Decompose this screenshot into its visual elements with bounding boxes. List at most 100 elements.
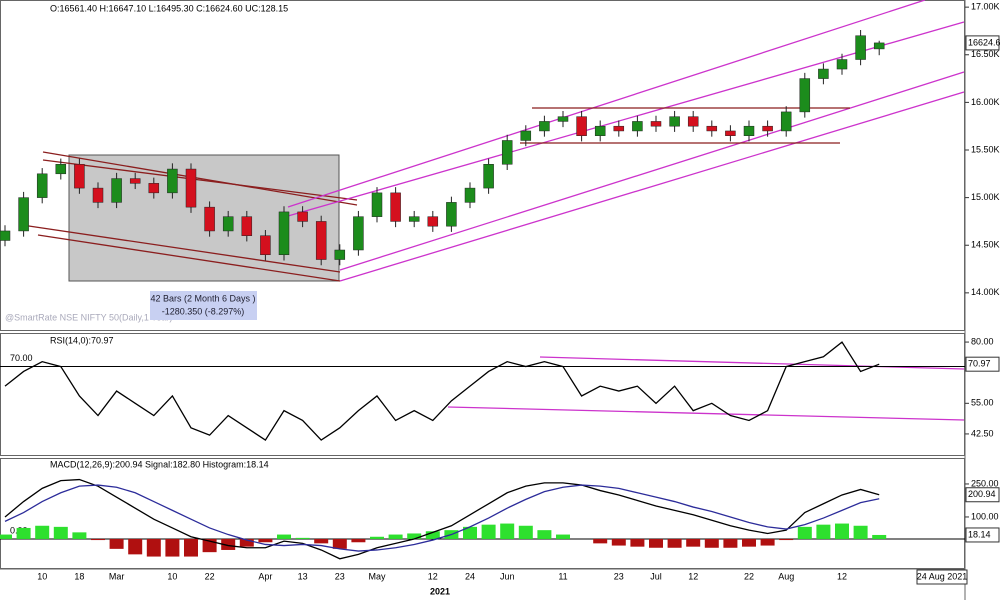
y-tick-label: 16.00K xyxy=(971,97,1000,107)
candle-body xyxy=(464,187,476,203)
histogram-bar xyxy=(407,533,422,539)
last-macd: 200.94 xyxy=(968,489,996,499)
trend-line xyxy=(21,224,341,273)
trend-line xyxy=(287,21,965,217)
histogram-bar xyxy=(537,530,552,539)
histogram-bar xyxy=(239,538,254,547)
x-tick-label: 22 xyxy=(744,571,754,581)
trend-line xyxy=(339,71,965,271)
x-tick-label: Jun xyxy=(500,571,515,581)
candle-body xyxy=(36,173,48,198)
candle-body xyxy=(408,216,420,222)
x-tick-label: 23 xyxy=(614,571,624,581)
candle-body xyxy=(632,121,643,132)
candle-body xyxy=(725,130,736,136)
histogram-bar xyxy=(686,538,701,547)
rsi-pane xyxy=(0,333,965,456)
candle-body xyxy=(780,111,792,132)
candle-body xyxy=(557,116,569,122)
x-tick-label: 22 xyxy=(205,571,215,581)
histogram-bar xyxy=(72,532,87,539)
candle-body xyxy=(539,121,550,132)
candle-body xyxy=(222,216,234,232)
y-tick-label: 16.50K xyxy=(971,49,1000,59)
candle-body xyxy=(743,125,755,136)
x-tick-label: Jul xyxy=(650,571,662,581)
candle-body xyxy=(18,197,29,232)
histogram-bar xyxy=(221,538,236,550)
histogram-bar xyxy=(723,538,738,548)
candle-body xyxy=(650,121,662,127)
ohlc-label: O:16561.40 H:16647.10 L:16495.30 C:16624… xyxy=(50,3,288,13)
histogram-bar xyxy=(481,524,496,539)
up-channel xyxy=(287,0,965,282)
histogram-bar xyxy=(53,526,68,539)
last-macd-box xyxy=(965,487,1000,503)
candle-body xyxy=(0,230,11,241)
histogram-bar xyxy=(518,525,533,539)
histogram-bar xyxy=(332,538,347,549)
macd-line xyxy=(4,478,880,560)
y-tick-label: 17.00K xyxy=(971,2,1000,12)
x-tick-label: 23 xyxy=(335,571,345,581)
last-price-box xyxy=(965,35,1000,51)
candle-body xyxy=(371,192,383,217)
last-histogram-box xyxy=(965,527,1000,543)
candle-body xyxy=(501,140,513,165)
histogram-bar xyxy=(258,538,273,543)
y-tick-label: 14.00K xyxy=(971,287,1000,297)
candle-body xyxy=(669,116,680,127)
x-tick-label: 24 xyxy=(465,571,475,581)
histogram-bar xyxy=(425,531,440,539)
histogram-bar xyxy=(649,538,663,548)
macd-line xyxy=(4,484,880,552)
histogram-bar xyxy=(109,538,124,549)
candle-body xyxy=(55,164,67,175)
histogram-bar xyxy=(0,534,12,539)
x-tick-label: May xyxy=(368,571,386,581)
histogram-bar xyxy=(16,527,31,539)
histogram-bar xyxy=(277,534,291,539)
candle-body xyxy=(836,59,848,70)
histogram-bar xyxy=(611,538,626,546)
histogram-bar xyxy=(500,523,515,539)
candle-body xyxy=(334,249,346,260)
histogram-bar xyxy=(835,523,849,539)
trend-line xyxy=(37,234,341,282)
measure-bars: 42 Bars (2 Month 6 Days ) xyxy=(150,293,255,303)
histogram-bar xyxy=(35,525,50,539)
candle-body xyxy=(241,216,253,236)
histogram-bar xyxy=(779,538,794,541)
y-tick-label: 42.50 xyxy=(971,428,994,438)
candle-body xyxy=(129,178,141,184)
reference-label: 70.00 xyxy=(10,353,33,363)
candle-body xyxy=(74,164,85,189)
measure-change: -1280.350 (-8.297%) xyxy=(162,306,245,316)
histogram-bar xyxy=(556,534,570,539)
candle-body xyxy=(204,206,215,232)
histogram-bar xyxy=(630,538,645,547)
y-tick-label: 14.50K xyxy=(971,240,1000,250)
histogram-bar xyxy=(742,538,756,547)
candle-body xyxy=(706,125,718,132)
histogram-bar xyxy=(853,525,868,539)
x-tick-label: 18 xyxy=(74,571,84,581)
rsi-line xyxy=(4,341,880,441)
y-tick-label: 80.00 xyxy=(971,336,994,346)
histogram-bar xyxy=(593,538,608,544)
candle-body xyxy=(855,35,866,60)
histogram-bar xyxy=(760,538,775,546)
candle-body xyxy=(762,125,773,132)
x-tick-label: 12 xyxy=(688,571,698,581)
trend-line xyxy=(287,0,926,208)
candle-body xyxy=(873,42,885,50)
last-histogram: 18.14 xyxy=(968,529,991,539)
histogram-bar xyxy=(463,526,477,539)
x-tick-label: 10 xyxy=(37,571,47,581)
candle-body xyxy=(576,116,587,136)
candle-body xyxy=(185,168,197,208)
candle-body xyxy=(483,164,494,189)
last-price: 16624.6 xyxy=(968,37,1000,47)
histogram-bar xyxy=(816,524,831,539)
